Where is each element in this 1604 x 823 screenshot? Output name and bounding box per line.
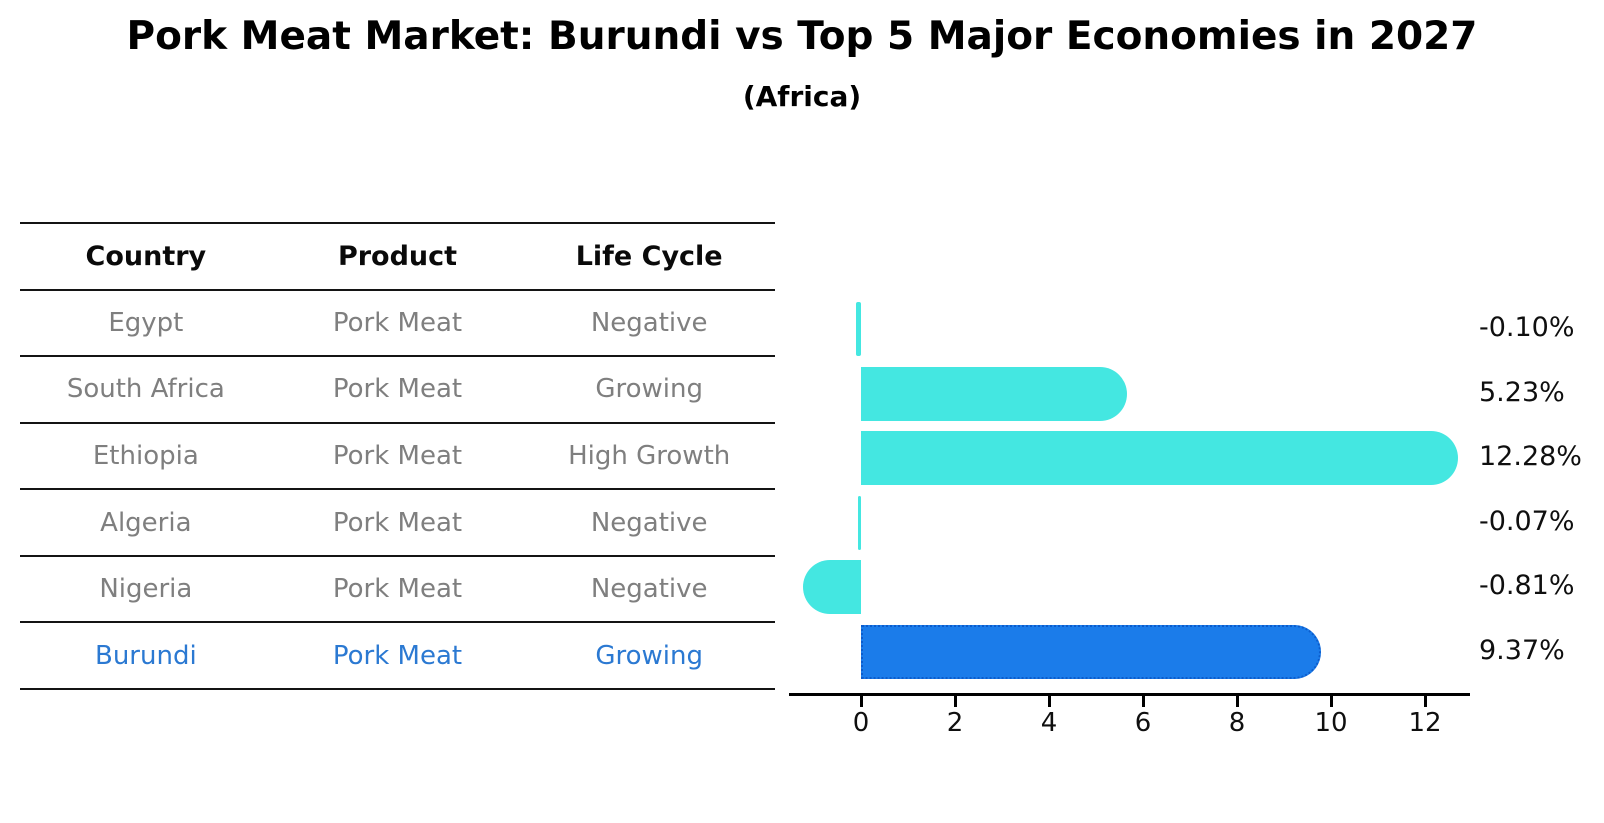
x-axis-tick-label: 2 <box>946 708 964 738</box>
table-row-algeria: Algeria Pork Meat Negative <box>20 490 775 557</box>
cell-product: Pork Meat <box>332 374 463 405</box>
cell-product: Pork Meat <box>332 640 463 671</box>
cell-product: Pork Meat <box>332 307 463 338</box>
cell-product: Pork Meat <box>332 574 463 605</box>
cell-life-cycle: Negative <box>590 507 708 538</box>
table-row-ethiopia: Ethiopia Pork Meat High Growth <box>20 424 775 491</box>
x-axis-tick-label: 10 <box>1314 708 1348 738</box>
chart-title: Pork Meat Market: Burundi vs Top 5 Major… <box>126 14 1478 59</box>
chart-subtitle: (Africa) <box>742 80 862 113</box>
comparison-table: Country Product Life Cycle Egypt Pork Mea… <box>20 222 775 690</box>
table-row-south-africa: South Africa Pork Meat Growing <box>20 357 775 424</box>
x-axis-tick <box>859 696 863 707</box>
table-row-burundi: Burundi Pork Meat Growing <box>20 623 775 688</box>
bar-burundi <box>861 624 1322 679</box>
cell-country: Egypt <box>108 307 184 338</box>
x-axis-line <box>789 693 1470 696</box>
x-axis-tick-label: 4 <box>1040 708 1058 738</box>
table-header-product: Product <box>337 240 458 272</box>
x-axis-tick <box>1423 696 1427 707</box>
cell-product: Pork Meat <box>332 441 463 472</box>
bar-nigeria <box>802 560 861 614</box>
cell-life-cycle: Negative <box>590 574 708 605</box>
cell-life-cycle: Growing <box>595 640 703 671</box>
table-header-country: Country <box>85 240 207 272</box>
cell-country: Nigeria <box>99 574 193 605</box>
value-label-egypt: -0.10% <box>1479 312 1575 343</box>
x-axis-tick-label: 6 <box>1134 708 1152 738</box>
value-label-ethiopia: 12.28% <box>1479 441 1582 472</box>
bar-egypt <box>856 302 861 356</box>
cell-life-cycle: Negative <box>590 307 708 338</box>
value-label-algeria: -0.07% <box>1479 505 1575 537</box>
bar-ethiopia <box>861 431 1459 485</box>
table-row-nigeria: Nigeria Pork Meat Negative <box>20 557 775 624</box>
cell-country: Ethiopia <box>92 441 199 472</box>
value-label-south-africa: 5.23% <box>1479 376 1565 408</box>
cell-life-cycle: High Growth <box>568 441 731 472</box>
cell-country: South Africa <box>66 374 225 405</box>
x-axis-tick-label: 8 <box>1228 708 1246 738</box>
value-label-burundi: 9.37% <box>1479 634 1565 666</box>
x-axis-tick <box>1141 696 1145 707</box>
cell-life-cycle: Growing <box>595 374 703 405</box>
cell-country: Algeria <box>100 507 192 538</box>
table-row-egypt: Egypt Pork Meat Negative <box>20 291 775 358</box>
x-axis-tick-label: 12 <box>1408 708 1442 738</box>
cell-product: Pork Meat <box>332 507 463 538</box>
value-label-nigeria: -0.81% <box>1479 570 1575 601</box>
x-axis-tick <box>1235 696 1239 707</box>
bar-south-africa <box>861 366 1127 421</box>
x-axis-tick <box>1329 696 1333 707</box>
table-header-life-cycle: Life Cycle <box>575 240 723 272</box>
x-axis-tick <box>1047 696 1051 707</box>
x-axis-tick <box>953 696 957 707</box>
cell-country: Burundi <box>94 640 197 671</box>
bar-algeria <box>857 495 861 550</box>
x-axis-tick-label: 0 <box>852 708 870 738</box>
table-header-row: Country Product Life Cycle <box>20 224 775 291</box>
